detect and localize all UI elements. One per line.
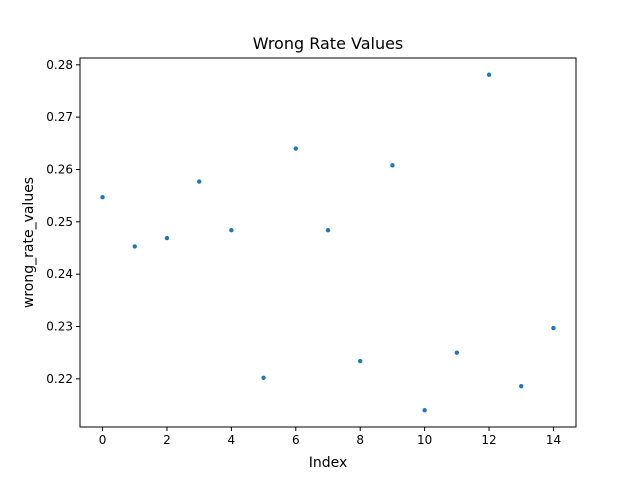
x-tick-label: 8 <box>356 433 364 447</box>
y-tick-label: 0.22 <box>46 372 73 386</box>
x-tick-label: 12 <box>481 433 496 447</box>
data-point <box>486 72 492 77</box>
chart-title: Wrong Rate Values <box>253 34 404 53</box>
y-axis-label: wrong_rate_values <box>21 177 37 308</box>
data-point <box>261 375 266 380</box>
data-point <box>358 358 363 364</box>
y-axis-ticks: 0.22 0.23 0.24 0.25 0.26 0.27 0.28 <box>46 58 80 386</box>
data-point <box>422 408 427 413</box>
data-point <box>196 179 202 184</box>
data-point <box>164 235 170 241</box>
x-tick-label: 6 <box>292 433 300 447</box>
data-point <box>325 228 331 233</box>
data-point <box>454 350 460 355</box>
data-point <box>551 325 556 331</box>
data-point <box>293 146 298 151</box>
plot-frame <box>79 57 577 428</box>
x-tick-label: 4 <box>228 433 236 447</box>
data-point <box>100 195 105 200</box>
y-tick-label: 0.27 <box>46 110 73 124</box>
y-tick-label: 0.25 <box>46 215 73 229</box>
x-tick-label: 2 <box>163 433 171 447</box>
data-points <box>100 72 556 413</box>
y-tick-label: 0.26 <box>46 162 73 176</box>
x-tick-label: 0 <box>99 433 107 447</box>
y-tick-label: 0.28 <box>46 58 73 72</box>
y-tick-label: 0.24 <box>46 267 73 281</box>
y-tick-label: 0.23 <box>46 320 73 334</box>
data-point <box>519 383 524 389</box>
data-point <box>390 163 395 168</box>
x-tick-label: 14 <box>546 433 561 447</box>
data-point <box>229 228 234 233</box>
x-axis-label: Index <box>309 455 348 471</box>
data-point <box>132 244 137 249</box>
x-axis-ticks: 0 2 4 6 8 10 12 14 <box>99 427 561 447</box>
x-tick-label: 10 <box>417 433 432 447</box>
